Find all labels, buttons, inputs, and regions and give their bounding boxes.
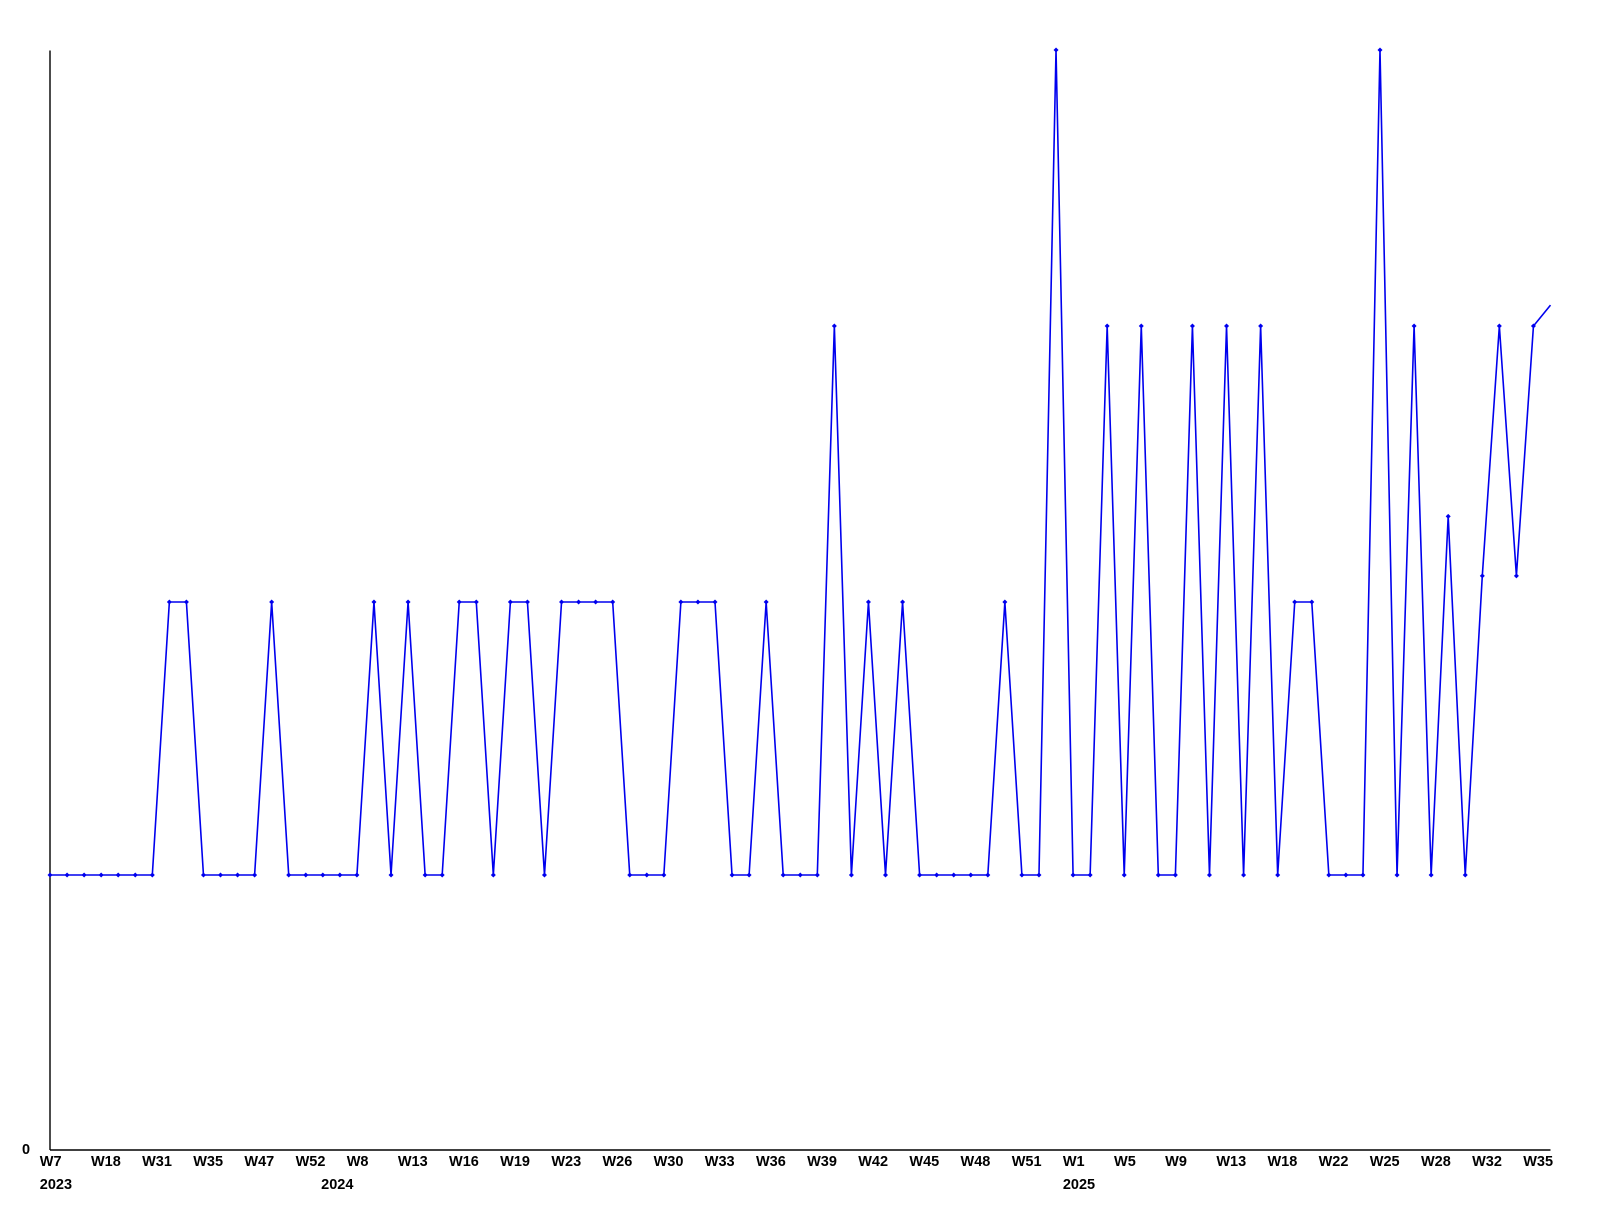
svg-text:W7: W7: [40, 1154, 62, 1170]
svg-text:W26: W26: [602, 1154, 632, 1170]
svg-text:W52: W52: [296, 1154, 326, 1170]
svg-text:W35: W35: [1523, 1154, 1553, 1170]
svg-text:W19: W19: [500, 1154, 530, 1170]
svg-text:W42: W42: [858, 1154, 888, 1170]
svg-text:2025: 2025: [1063, 1177, 1095, 1193]
svg-text:W13: W13: [398, 1154, 428, 1170]
svg-text:2023: 2023: [40, 1177, 72, 1193]
svg-text:W1: W1: [1063, 1154, 1085, 1170]
svg-text:0: 0: [22, 1142, 30, 1158]
svg-text:W33: W33: [705, 1154, 735, 1170]
svg-text:W5: W5: [1114, 1154, 1136, 1170]
svg-text:W39: W39: [807, 1154, 837, 1170]
svg-text:W22: W22: [1319, 1154, 1349, 1170]
svg-text:W8: W8: [347, 1154, 369, 1170]
svg-text:W51: W51: [1012, 1154, 1042, 1170]
svg-text:W30: W30: [654, 1154, 684, 1170]
svg-text:W25: W25: [1370, 1154, 1400, 1170]
svg-text:W31: W31: [142, 1154, 172, 1170]
svg-text:W45: W45: [909, 1154, 939, 1170]
svg-text:W16: W16: [449, 1154, 479, 1170]
svg-text:W48: W48: [961, 1154, 991, 1170]
svg-text:2024: 2024: [321, 1177, 353, 1193]
svg-text:W9: W9: [1165, 1154, 1187, 1170]
svg-text:W32: W32: [1472, 1154, 1502, 1170]
svg-text:W35: W35: [193, 1154, 223, 1170]
svg-text:W23: W23: [551, 1154, 581, 1170]
svg-text:W18: W18: [1267, 1154, 1297, 1170]
svg-text:W18: W18: [91, 1154, 121, 1170]
svg-text:W36: W36: [756, 1154, 786, 1170]
svg-text:W28: W28: [1421, 1154, 1451, 1170]
svg-text:W13: W13: [1216, 1154, 1246, 1170]
svg-text:W47: W47: [244, 1154, 274, 1170]
